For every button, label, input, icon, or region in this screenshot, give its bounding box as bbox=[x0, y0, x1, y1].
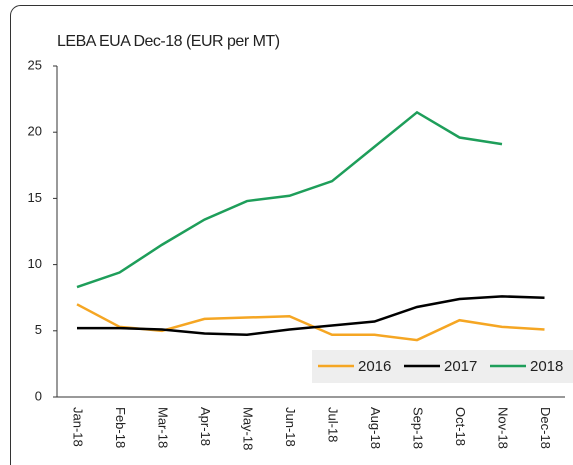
x-tick-label: Aug-18 bbox=[368, 407, 383, 449]
legend-label: 2017 bbox=[444, 358, 477, 375]
y-tick-label: 5 bbox=[35, 322, 42, 337]
y-tick-label: 20 bbox=[28, 124, 42, 139]
x-tick-label: Jan-18 bbox=[71, 407, 86, 447]
x-tick-label: Dec-18 bbox=[538, 407, 553, 449]
chart-title: LEBA EUA Dec-18 (EUR per MT) bbox=[57, 33, 280, 50]
x-tick-label: May-18 bbox=[241, 407, 256, 450]
x-tick-label: Apr-18 bbox=[198, 407, 213, 446]
legend-label: 2016 bbox=[358, 358, 391, 375]
y-tick-label: 10 bbox=[28, 256, 42, 271]
x-tick-label: Jun-18 bbox=[283, 407, 298, 447]
x-tick-label: Mar-18 bbox=[156, 407, 171, 448]
series-line bbox=[77, 295, 545, 337]
legend-box bbox=[312, 350, 573, 383]
legend-label: 2018 bbox=[530, 358, 563, 375]
x-tick-label: Oct-18 bbox=[453, 407, 468, 446]
series-line bbox=[76, 110, 503, 289]
x-tick-label: Jul-18 bbox=[326, 407, 341, 442]
y-tick-label: 0 bbox=[35, 388, 42, 403]
x-tick-label: Feb-18 bbox=[113, 407, 128, 448]
y-tick-label: 15 bbox=[28, 190, 42, 205]
frame bbox=[10, 5, 573, 465]
x-tick-label: Nov-18 bbox=[496, 407, 511, 449]
y-tick-label: 25 bbox=[28, 57, 42, 72]
x-tick-label: Sep-18 bbox=[411, 407, 426, 449]
